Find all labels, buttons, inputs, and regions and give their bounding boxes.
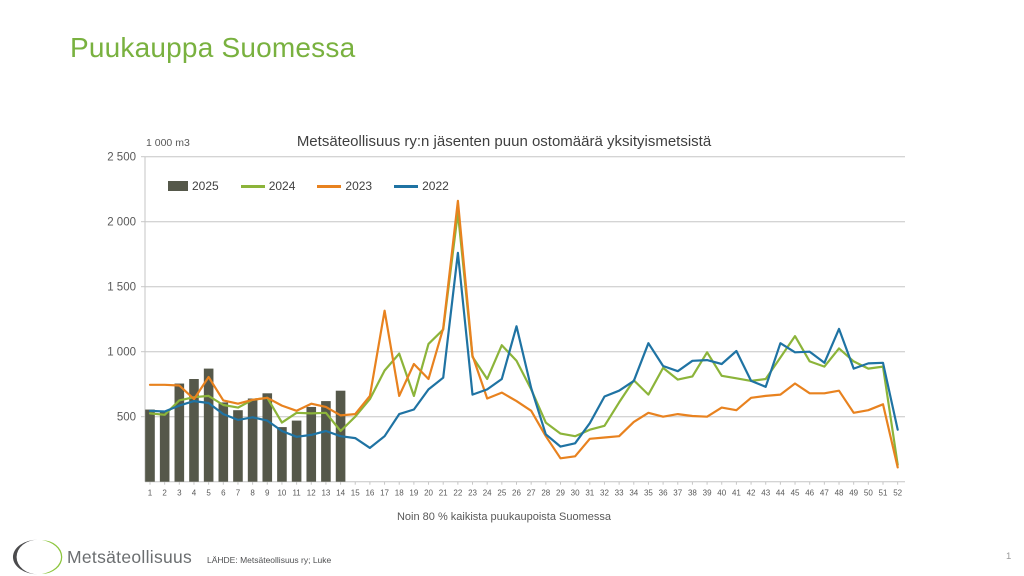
- chart-title: Metsäteollisuus ry:n jäsenten puun ostom…: [296, 133, 712, 150]
- x-axis-label: 7: [236, 489, 241, 498]
- legend-swatch-2023: [317, 184, 342, 188]
- x-axis-label: 13: [321, 489, 330, 498]
- x-axis-label: 47: [820, 489, 829, 498]
- metsateollisuus-logo-icon: [12, 539, 63, 575]
- legend-swatch-2025: [168, 181, 188, 191]
- x-axis-label: 19: [409, 489, 418, 498]
- x-axis-label: 51: [879, 489, 888, 498]
- legend-swatch-2022: [394, 184, 419, 188]
- x-axis-label: 52: [893, 489, 902, 498]
- bar-2025: [174, 383, 185, 482]
- bar-2025: [189, 379, 199, 482]
- line-2022: [148, 251, 899, 449]
- x-axis-label: 8: [250, 489, 255, 498]
- bar-2025: [145, 409, 155, 482]
- x-axis-label: 33: [615, 489, 624, 498]
- x-axis-label: 44: [776, 489, 785, 498]
- x-axis-label: 11: [292, 489, 301, 498]
- footer-source-text: LÄHDE: Metsäteollisuus ry; Luke: [207, 555, 332, 565]
- x-axis-label: 43: [761, 489, 770, 498]
- legend-item-2024: 2024: [240, 179, 296, 193]
- legend-label: 2022: [422, 179, 449, 193]
- x-axis-label: 20: [424, 489, 433, 498]
- x-axis-label: 5: [206, 489, 211, 498]
- x-axis-label: 30: [571, 489, 580, 498]
- y-axis-label: 1 000: [107, 347, 136, 359]
- bar-2025: [203, 368, 214, 482]
- x-axis-label: 42: [747, 489, 756, 498]
- x-axis-label: 46: [805, 489, 814, 498]
- x-axis-label: 34: [629, 489, 638, 498]
- x-axis-label: 37: [673, 489, 682, 498]
- x-axis-label: 50: [864, 489, 873, 498]
- x-axis-label: 15: [351, 489, 360, 498]
- x-axis-label: 17: [380, 489, 389, 498]
- line-2023: [148, 199, 899, 469]
- legend-item-2022: 2022: [394, 179, 449, 193]
- legend-label: 2024: [268, 179, 296, 193]
- chart-area: 1 000 m3 Metsäteollisuus ry:n jäsenten p…: [88, 133, 920, 533]
- x-axis-label: 39: [703, 489, 712, 498]
- bar-2025: [306, 406, 317, 482]
- x-axis-label: 23: [468, 489, 477, 498]
- y-axis-label: 2 000: [107, 217, 136, 229]
- x-axis-label: 24: [483, 489, 492, 498]
- chart-legend: 2025 2024 2023 2022: [168, 179, 449, 193]
- legend-swatch-2024: [240, 184, 265, 188]
- x-axis-label: 21: [439, 489, 448, 498]
- page-title: Puukauppa Suomessa: [70, 32, 356, 63]
- bar-2025: [159, 410, 170, 482]
- x-axis-label: 36: [659, 489, 668, 498]
- x-axis-label: 40: [717, 489, 726, 498]
- bar-2025: [321, 401, 331, 482]
- x-axis-label: 45: [791, 489, 800, 498]
- x-axis-label: 27: [527, 489, 536, 498]
- x-axis-label: 29: [556, 489, 565, 498]
- bar-2025: [233, 410, 243, 482]
- y-axis-unit-label: 1 000 m3: [146, 137, 190, 149]
- x-axis-label: 38: [688, 489, 697, 498]
- x-axis-label: 6: [221, 489, 226, 498]
- x-axis-label: 14: [336, 489, 345, 498]
- legend-label: 2023: [345, 179, 373, 193]
- legend-item-2023: 2023: [317, 179, 372, 193]
- bar-2025: [218, 402, 229, 482]
- x-axis-label: 1: [148, 489, 153, 498]
- footer-brand-text: Metsäteollisuus: [67, 547, 193, 567]
- x-axis-label: 3: [177, 489, 182, 498]
- x-axis-label: 32: [600, 489, 609, 498]
- x-axis-label: 28: [541, 489, 550, 498]
- x-axis-label: 26: [512, 489, 521, 498]
- x-axis-label: 12: [307, 489, 316, 498]
- x-axis-label: 2: [162, 489, 167, 498]
- bar-2025: [262, 393, 273, 482]
- y-axis-label: 2 500: [107, 152, 136, 164]
- legend-item-2025: 2025: [168, 179, 219, 193]
- x-axis-label: 9: [265, 489, 270, 498]
- x-axis-label: 25: [497, 489, 506, 498]
- line-2024: [148, 211, 899, 466]
- x-axis-label: 22: [453, 489, 462, 498]
- y-axis-label: 500: [117, 412, 136, 424]
- x-axis-label: 18: [395, 489, 404, 498]
- x-axis-label: 10: [277, 489, 286, 498]
- y-axis-label: 1 500: [107, 282, 136, 294]
- x-axis-label: 49: [849, 489, 858, 498]
- legend-label: 2025: [192, 179, 219, 193]
- x-axis-label: 48: [835, 489, 844, 498]
- page-number: 1: [1006, 551, 1012, 562]
- bar-2025: [291, 420, 302, 482]
- x-axis-label: 41: [732, 489, 741, 498]
- x-axis-label: 35: [644, 489, 653, 498]
- chart-caption: Noin 80 % kaikista puukaupoista Suomessa: [396, 511, 611, 523]
- bar-2025: [277, 427, 287, 482]
- x-axis-label: 31: [585, 489, 594, 498]
- x-axis-label: 16: [365, 489, 374, 498]
- bar-2025: [247, 398, 258, 482]
- x-axis-label: 4: [192, 489, 197, 498]
